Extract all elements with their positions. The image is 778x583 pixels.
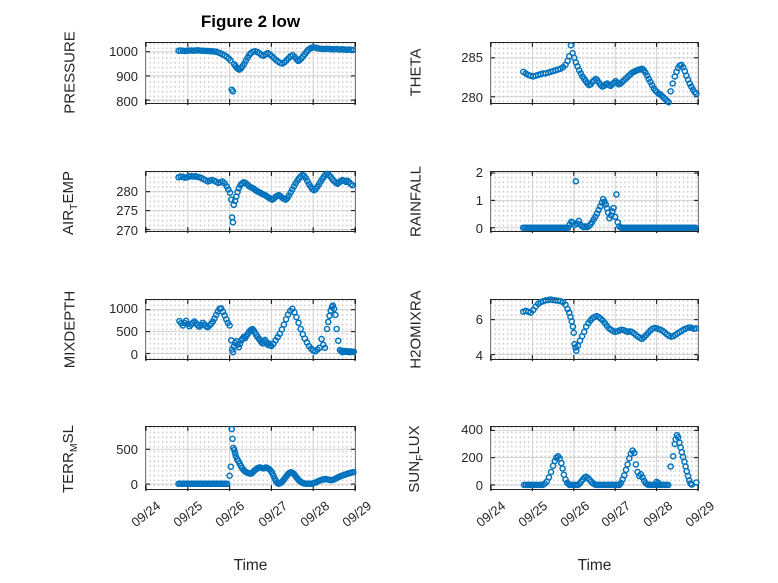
x-tick-label: 09/24 [473,498,509,530]
plot-svg [490,172,699,234]
y-tick-label: 800 [116,93,138,109]
plot-area-pressure [145,42,357,106]
x-tick-label: 09/25 [170,498,206,530]
y-tick-label: 0 [475,221,483,237]
y-tick-label: 400 [461,422,483,438]
y-tick-label: 270 [116,222,138,238]
x-tick-label: 09/27 [254,498,290,530]
figure-title: Figure 2 low [200,12,301,31]
y-tick-label: 280 [461,90,483,106]
plot-area-rainfall [490,171,699,234]
data-points [175,170,356,226]
data-points [176,302,358,356]
x-axis-title-right: Time [577,557,612,574]
data-points [519,178,699,231]
data-points [519,42,700,106]
y-tick-label: 280 [116,183,138,199]
x-tick-label: 09/28 [640,498,676,530]
plot-svg [490,296,700,362]
plot-svg [490,427,700,492]
y-axis-label-sunflux: SUNFLUX [406,425,426,493]
plot-area-terrmsl [145,425,357,492]
x-tick-label: 09/24 [128,498,164,530]
plot-svg [145,43,357,106]
y-tick-label: 0 [130,477,138,493]
plot-area-theta [490,42,700,106]
y-tick-label: 1000 [109,301,138,317]
y-tick-label: 500 [116,324,138,340]
x-tick-label: 09/29 [682,498,718,530]
plot-svg [145,300,358,362]
x-tick-label: 09/26 [212,498,248,530]
y-tick-label: 0 [475,478,483,494]
y-tick-label: 1000 [109,43,138,59]
plot-area-airtemp [145,170,356,234]
y-tick-label: 500 [116,441,138,457]
plot-svg [145,170,356,234]
y-tick-label: 0 [130,346,138,362]
x-axis-title-left: Time [233,557,268,574]
y-tick-label: 285 [461,49,483,65]
y-tick-label: 200 [461,450,483,466]
y-tick-label: 6 [475,311,483,327]
plot-svg [490,42,700,106]
y-tick-label: 275 [116,203,138,219]
x-tick-label: 09/27 [598,498,634,530]
x-tick-label: 09/25 [515,498,551,530]
data-points [175,425,357,488]
y-tick-label: 4 [475,347,483,363]
y-axis-label-terrmsl: TERRMSL [60,425,80,493]
plot-area-sunflux [490,426,700,492]
y-tick-label: 2 [475,164,483,180]
data-points [519,296,700,355]
y-tick-label: 900 [116,68,138,84]
data-points [175,44,357,95]
plot-svg [145,425,357,492]
x-tick-label: 09/29 [339,498,375,530]
data-points [520,431,700,489]
y-tick-label: 1 [475,192,483,208]
plot-area-mixdepth [145,299,358,362]
x-tick-label: 09/26 [556,498,592,530]
x-tick-label: 09/28 [297,498,333,530]
plot-area-h2omixra [490,296,700,362]
